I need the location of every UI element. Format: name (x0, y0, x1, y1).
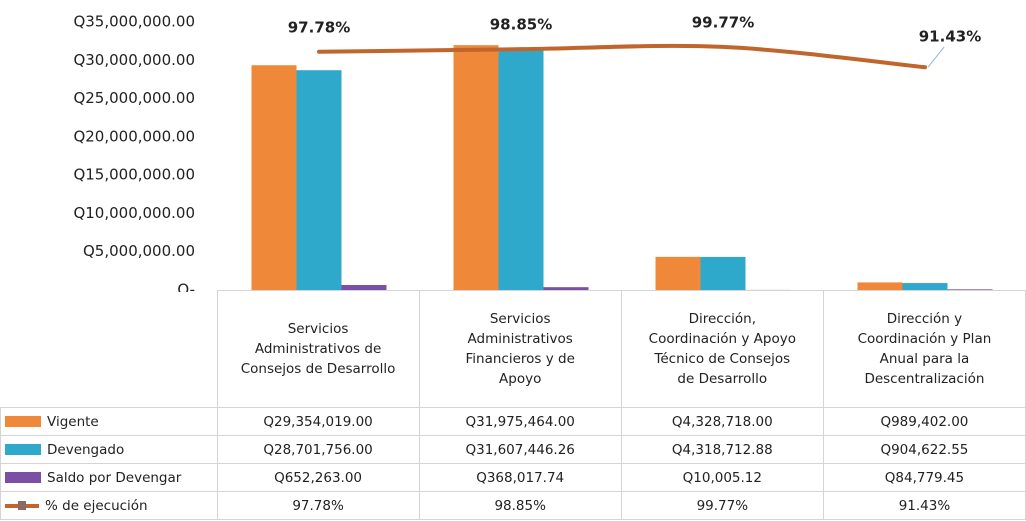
value-cell: Q368,017.74 (418, 463, 622, 492)
data-label: 97.78% (288, 18, 350, 36)
chart: Q- Q5,000,000.00 Q10,000,000.00 Q15,000,000… (73, 13, 993, 293)
data-label: 99.77% (692, 13, 754, 31)
category-cell: Dirección y Coordinación y Plan Anual pa… (822, 290, 1026, 408)
bar (453, 45, 499, 291)
data-label: 91.43% (919, 28, 981, 46)
category-label: Servicios Administrativos de Consejos de… (240, 321, 396, 377)
y-tick-label: Q5,000,000.00 (83, 242, 195, 260)
leader-line (927, 46, 945, 68)
y-tick-label: Q10,000,000.00 (73, 204, 195, 222)
y-tick-label: Q25,000,000.00 (73, 89, 195, 107)
value-cell: Q4,318,712.88 (620, 435, 824, 464)
value-cell: Q989,402.00 (822, 407, 1026, 436)
y-tick-label: Q30,000,000.00 (73, 51, 195, 69)
data-row: % de ejecución 97.78% 98.85% 99.77% 91.43% (0, 491, 1026, 520)
value-cell: Q28,701,756.00 (216, 435, 420, 464)
bar (251, 65, 297, 290)
bar (296, 70, 342, 290)
legend-cell: Saldo por Devengar (0, 463, 218, 492)
value-cell: Q10,005.12 (620, 463, 824, 492)
header-row: Servicios Administrativos de Consejos de… (0, 290, 1026, 408)
value-cell: 91.43% (822, 491, 1026, 520)
legend-label: Devengado (47, 441, 125, 458)
legend-label: Vigente (47, 413, 99, 430)
y-tick-label: Q- (177, 281, 195, 293)
bar (341, 285, 387, 290)
data-label: 98.85% (490, 16, 552, 34)
value-cell: Q4,328,718.00 (620, 407, 824, 436)
data-row: Devengado Q28,701,756.00 Q31,607,446.26 Q4,… (0, 435, 1026, 464)
legend-swatch (5, 472, 41, 483)
legend-swatch (5, 444, 41, 455)
data-row: Saldo por Devengar Q652,263.00 Q368,017.74… (0, 463, 1026, 492)
y-tick-label: Q35,000,000.00 (73, 13, 195, 31)
category-label: Servicios Administrativos Financieros y … (465, 311, 575, 387)
bar (857, 282, 903, 290)
value-cell: Q84,779.45 (822, 463, 1026, 492)
bar (947, 289, 993, 290)
bar (543, 287, 589, 290)
value-cell: Q29,354,019.00 (216, 407, 420, 436)
line (317, 43, 927, 70)
value-cell: Q31,975,464.00 (418, 407, 622, 436)
category-cell: Servicios Administrativos Financieros y … (418, 290, 622, 408)
value-cell: Q652,263.00 (216, 463, 420, 492)
legend-swatch (5, 500, 39, 510)
data-table: Servicios Administrativos de Consejos de… (0, 290, 1026, 520)
legend-swatch (5, 416, 41, 427)
y-tick-label: Q20,000,000.00 (73, 127, 195, 145)
bar (902, 283, 948, 290)
corner-cell (0, 290, 218, 408)
legend-cell: % de ejecución (0, 491, 218, 520)
category-cell: Servicios Administrativos de Consejos de… (216, 290, 420, 408)
category-label: Dirección, Coordinación y Apoyo Técnico … (648, 311, 796, 387)
value-cell: Q31,607,446.26 (418, 435, 622, 464)
bar (655, 256, 701, 290)
data-row: Vigente Q29,354,019.00 Q31,975,464.00 Q4,32… (0, 407, 1026, 436)
y-tick-label: Q15,000,000.00 (73, 166, 195, 184)
legend-label: % de ejecución (45, 497, 148, 514)
category-cell: Dirección, Coordinación y Apoyo Técnico … (620, 290, 824, 408)
bar (700, 256, 746, 290)
legend-cell: Devengado (0, 435, 218, 464)
value-cell: 98.85% (418, 491, 622, 520)
legend-marker (18, 500, 26, 510)
value-cell: Q904,622.55 (822, 435, 1026, 464)
legend-label: Saldo por Devengar (47, 469, 182, 486)
category-label: Dirección y Coordinación y Plan Anual pa… (857, 311, 992, 387)
legend-cell: Vigente (0, 407, 218, 436)
value-cell: 99.77% (620, 491, 824, 520)
bar (498, 47, 544, 291)
value-cell: 97.78% (216, 491, 420, 520)
